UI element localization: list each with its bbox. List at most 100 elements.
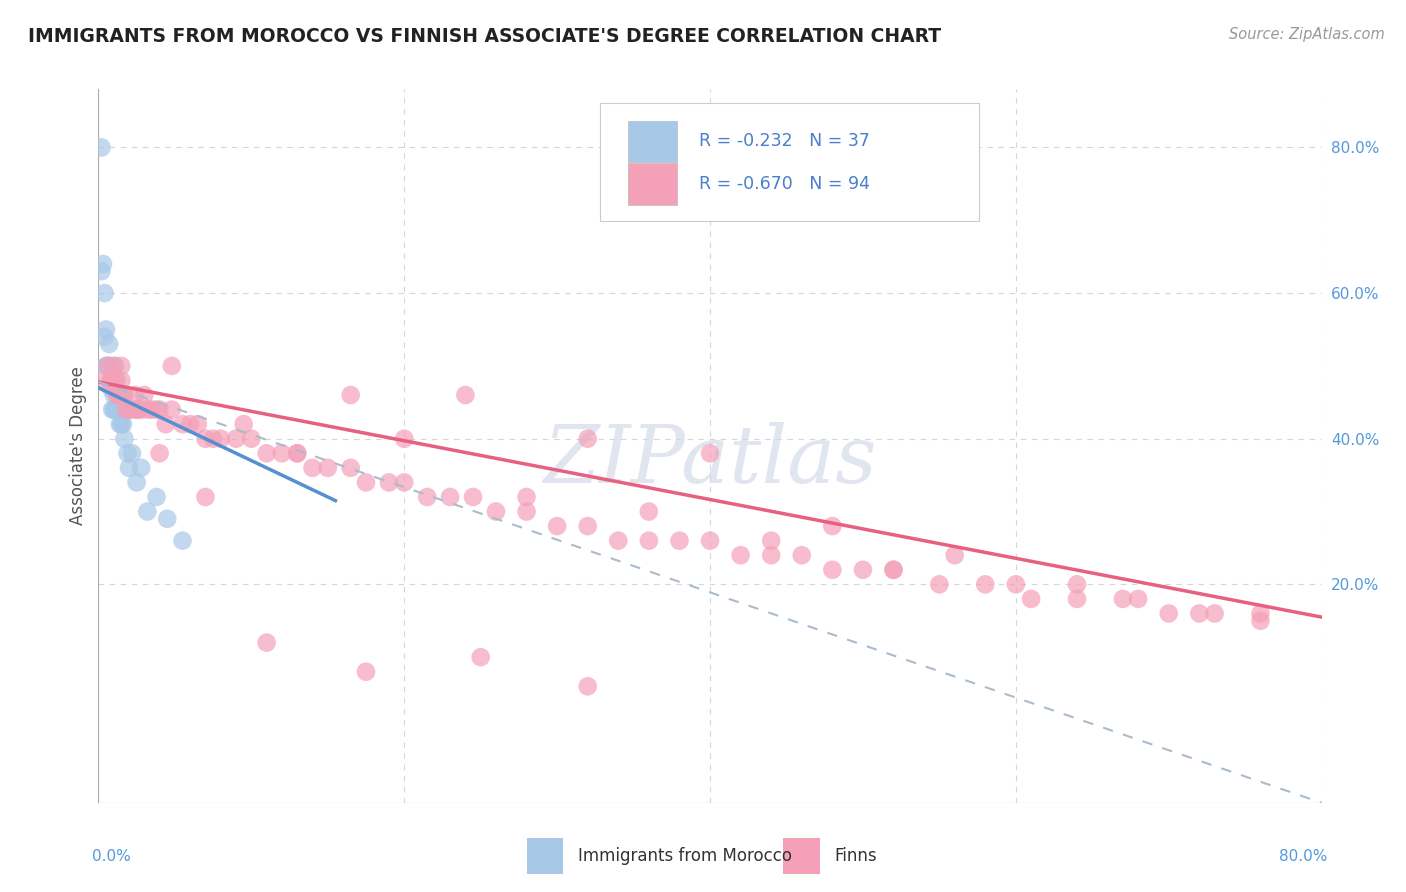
Point xyxy=(759,548,782,562)
Point xyxy=(107,388,129,402)
Point xyxy=(149,446,172,460)
Point xyxy=(110,402,132,417)
Point xyxy=(699,533,721,548)
Point xyxy=(943,548,966,562)
Point xyxy=(90,140,112,154)
Point xyxy=(179,417,201,432)
Point xyxy=(416,490,439,504)
Point xyxy=(145,490,167,504)
Text: ZIPatlas: ZIPatlas xyxy=(543,422,877,499)
Point xyxy=(101,402,124,417)
Point xyxy=(118,402,141,417)
Point xyxy=(111,417,134,432)
Text: R = -0.670   N = 94: R = -0.670 N = 94 xyxy=(699,175,870,193)
Point xyxy=(100,381,122,395)
Point xyxy=(316,460,339,475)
Point xyxy=(94,322,117,336)
Point xyxy=(928,577,950,591)
Point xyxy=(110,359,132,373)
Point xyxy=(98,337,121,351)
Point xyxy=(576,679,599,693)
Point xyxy=(172,417,194,432)
Point xyxy=(93,330,115,344)
Point xyxy=(194,432,217,446)
Point xyxy=(105,374,128,388)
Point xyxy=(115,402,138,417)
Point xyxy=(94,359,117,373)
Text: R = -0.232   N = 37: R = -0.232 N = 37 xyxy=(699,132,870,150)
Point xyxy=(1004,577,1026,591)
Point xyxy=(339,460,361,475)
Point xyxy=(270,446,292,460)
Point xyxy=(129,460,152,475)
Point xyxy=(149,402,172,417)
Point xyxy=(100,374,122,388)
Point xyxy=(187,417,209,432)
Text: Immigrants from Morocco: Immigrants from Morocco xyxy=(578,847,792,865)
Point xyxy=(1066,577,1088,591)
Point xyxy=(546,519,568,533)
Point xyxy=(883,563,905,577)
Point xyxy=(607,533,630,548)
Point xyxy=(439,490,461,504)
Bar xyxy=(526,838,564,874)
Point xyxy=(93,286,115,301)
Point xyxy=(160,402,183,417)
Point xyxy=(107,402,129,417)
Point xyxy=(454,388,477,402)
Point xyxy=(285,446,308,460)
Point xyxy=(378,475,401,490)
Point xyxy=(103,388,125,402)
Point xyxy=(821,519,844,533)
Point xyxy=(156,512,179,526)
Point xyxy=(103,359,125,373)
Point xyxy=(97,359,120,373)
Bar xyxy=(628,120,678,162)
Point xyxy=(1204,607,1226,621)
Point xyxy=(354,475,377,490)
FancyBboxPatch shape xyxy=(600,103,979,221)
Point xyxy=(125,402,148,417)
Point xyxy=(104,359,127,373)
Point xyxy=(121,446,143,460)
Point xyxy=(155,417,177,432)
Point xyxy=(516,490,538,504)
Point xyxy=(974,577,997,591)
Point xyxy=(105,402,128,417)
Point xyxy=(1249,614,1271,628)
Point xyxy=(202,432,225,446)
Point xyxy=(115,402,138,417)
Bar xyxy=(783,838,820,874)
Point xyxy=(103,374,125,388)
Point xyxy=(209,432,232,446)
Point xyxy=(134,388,156,402)
Point xyxy=(104,402,127,417)
Point xyxy=(576,519,599,533)
Point xyxy=(256,635,278,649)
Point xyxy=(107,388,129,402)
Point xyxy=(145,402,167,417)
Point xyxy=(516,504,538,518)
Point xyxy=(668,533,690,548)
Point xyxy=(141,402,163,417)
Point xyxy=(110,374,132,388)
Point xyxy=(883,563,905,577)
Point xyxy=(1157,607,1180,621)
Point xyxy=(117,446,139,460)
Point xyxy=(127,402,149,417)
Point xyxy=(112,432,135,446)
Bar xyxy=(628,163,678,205)
Point xyxy=(90,264,112,278)
Point xyxy=(108,417,131,432)
Point xyxy=(124,388,146,402)
Point xyxy=(129,402,152,417)
Point xyxy=(111,388,134,402)
Point xyxy=(392,432,416,446)
Point xyxy=(461,490,484,504)
Point xyxy=(160,359,183,373)
Point xyxy=(91,257,114,271)
Point xyxy=(105,388,128,402)
Point xyxy=(730,548,752,562)
Text: IMMIGRANTS FROM MOROCCO VS FINNISH ASSOCIATE'S DEGREE CORRELATION CHART: IMMIGRANTS FROM MOROCCO VS FINNISH ASSOC… xyxy=(28,27,941,45)
Point xyxy=(301,460,323,475)
